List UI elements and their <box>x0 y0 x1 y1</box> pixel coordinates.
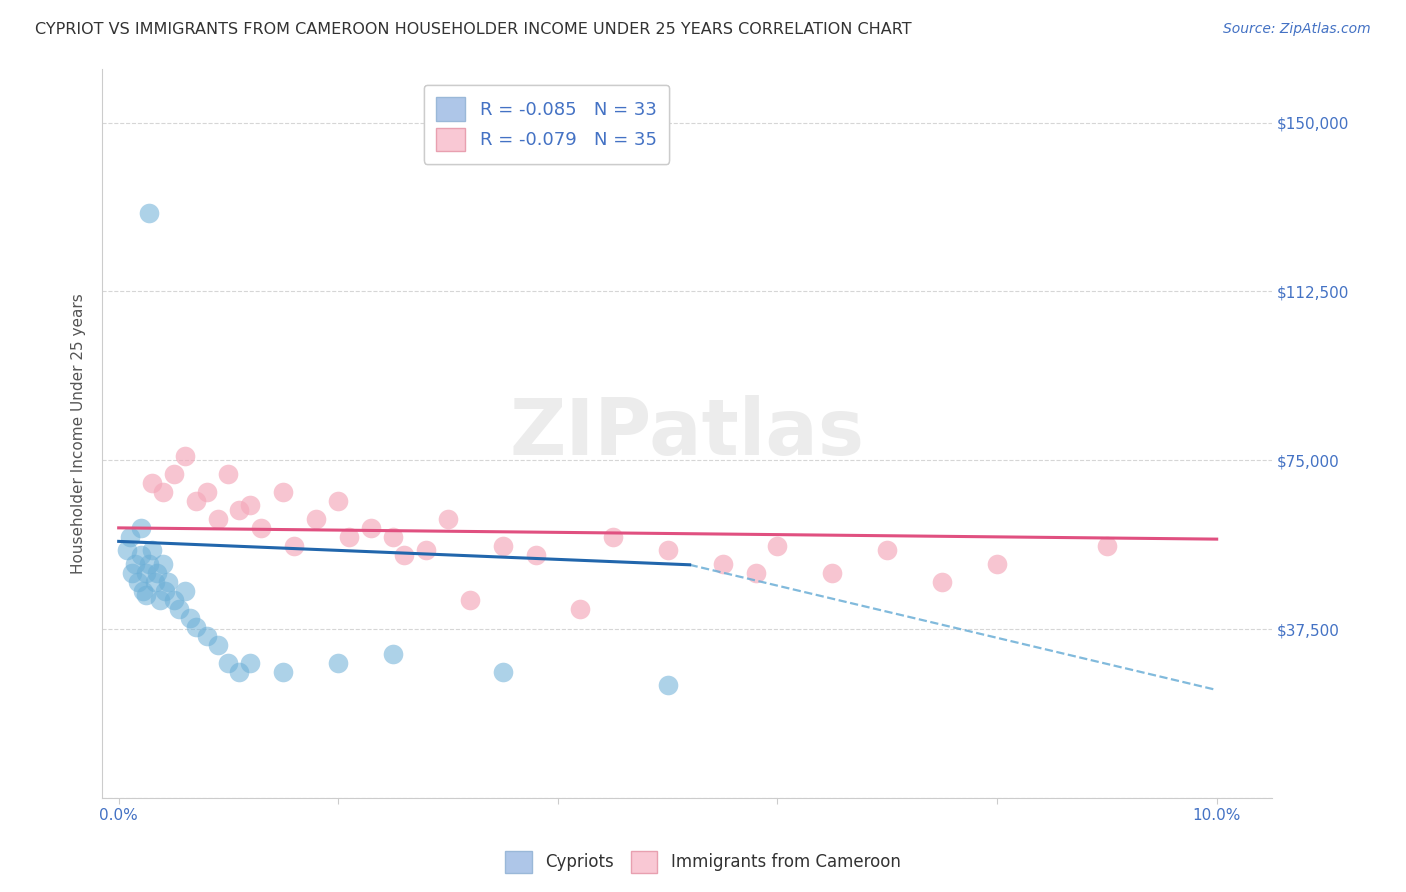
Point <box>162 593 184 607</box>
Point <box>305 512 328 526</box>
Point <box>118 530 141 544</box>
Point <box>207 638 229 652</box>
Point <box>986 557 1008 571</box>
Point <box>184 493 207 508</box>
Point <box>328 656 350 670</box>
Point <box>218 467 240 481</box>
Point <box>711 557 734 571</box>
Point <box>135 566 157 580</box>
Point <box>382 647 405 661</box>
Point <box>149 593 172 607</box>
Text: Source: ZipAtlas.com: Source: ZipAtlas.com <box>1223 22 1371 37</box>
Point <box>360 521 382 535</box>
Point <box>239 499 262 513</box>
Point <box>1095 539 1118 553</box>
Point <box>195 629 218 643</box>
Y-axis label: Householder Income Under 25 years: Householder Income Under 25 years <box>72 293 86 574</box>
Point <box>568 602 591 616</box>
Point <box>157 574 180 589</box>
Point <box>492 665 515 679</box>
Point <box>135 589 157 603</box>
Point <box>143 574 166 589</box>
Point <box>138 205 160 219</box>
Point <box>228 665 250 679</box>
Point <box>129 548 152 562</box>
Point <box>167 602 190 616</box>
Point <box>141 475 163 490</box>
Point <box>337 530 360 544</box>
Point <box>141 543 163 558</box>
Point <box>153 583 176 598</box>
Point <box>117 543 139 558</box>
Point <box>121 566 143 580</box>
Point <box>437 512 460 526</box>
Legend: R = -0.085   N = 33, R = -0.079   N = 35: R = -0.085 N = 33, R = -0.079 N = 35 <box>423 85 669 164</box>
Point <box>218 656 240 670</box>
Text: ZIPatlas: ZIPatlas <box>509 395 865 471</box>
Point <box>239 656 262 670</box>
Point <box>931 574 953 589</box>
Point <box>657 543 679 558</box>
Point <box>744 566 766 580</box>
Point <box>492 539 515 553</box>
Point <box>173 449 195 463</box>
Point <box>129 521 152 535</box>
Point <box>207 512 229 526</box>
Point <box>415 543 437 558</box>
Point <box>524 548 547 562</box>
Point <box>152 557 174 571</box>
Point <box>250 521 273 535</box>
Point <box>228 503 250 517</box>
Point <box>602 530 624 544</box>
Point <box>458 593 481 607</box>
Point <box>382 530 405 544</box>
Point <box>195 484 218 499</box>
Point <box>328 493 350 508</box>
Point <box>283 539 305 553</box>
Point <box>821 566 844 580</box>
Point <box>657 678 679 692</box>
Point <box>876 543 898 558</box>
Point <box>273 665 295 679</box>
Point <box>766 539 789 553</box>
Point <box>179 611 201 625</box>
Point <box>124 557 146 571</box>
Point <box>138 557 160 571</box>
Point <box>392 548 415 562</box>
Legend: Cypriots, Immigrants from Cameroon: Cypriots, Immigrants from Cameroon <box>499 845 907 880</box>
Point <box>132 583 155 598</box>
Point <box>127 574 149 589</box>
Point <box>273 484 295 499</box>
Point <box>152 484 174 499</box>
Point <box>162 467 184 481</box>
Point <box>184 620 207 634</box>
Text: CYPRIOT VS IMMIGRANTS FROM CAMEROON HOUSEHOLDER INCOME UNDER 25 YEARS CORRELATIO: CYPRIOT VS IMMIGRANTS FROM CAMEROON HOUS… <box>35 22 911 37</box>
Point <box>173 583 195 598</box>
Point <box>146 566 169 580</box>
